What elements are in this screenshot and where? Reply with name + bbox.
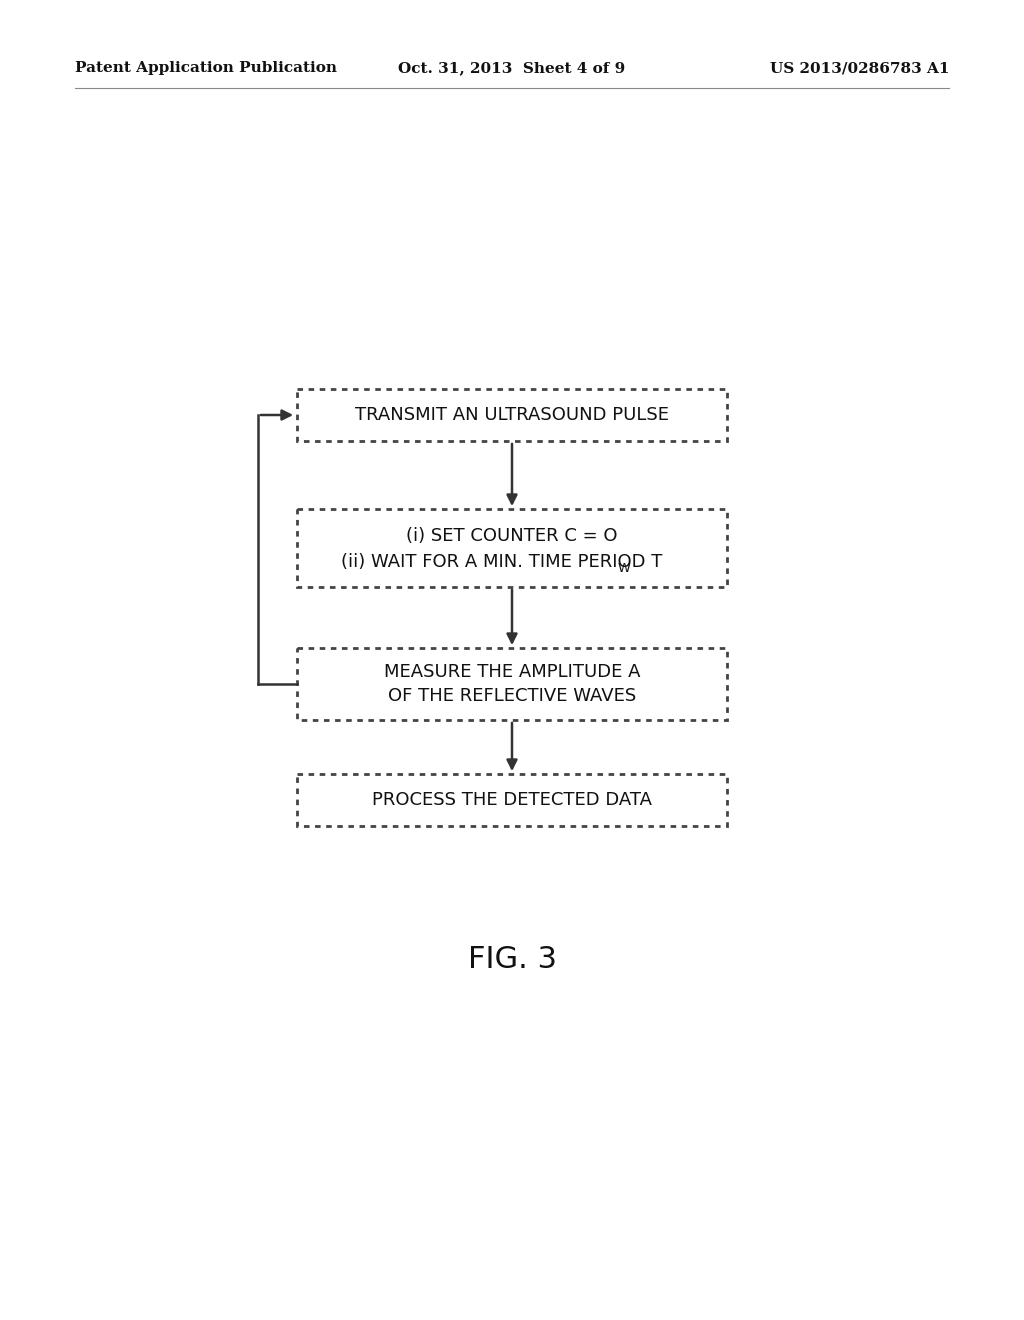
Bar	[297, 774, 727, 826]
Text: OF THE REFLECTIVE WAVES: OF THE REFLECTIVE WAVES	[388, 686, 636, 705]
Text: Oct. 31, 2013  Sheet 4 of 9: Oct. 31, 2013 Sheet 4 of 9	[398, 61, 626, 75]
Text: FIG. 3: FIG. 3	[468, 945, 556, 974]
Text: MEASURE THE AMPLITUDE A: MEASURE THE AMPLITUDE A	[384, 663, 640, 681]
Text: TRANSMIT AN ULTRASOUND PULSE: TRANSMIT AN ULTRASOUND PULSE	[355, 407, 669, 424]
Bar	[297, 648, 727, 719]
Text: (ii) WAIT FOR A MIN. TIME PERIOD T: (ii) WAIT FOR A MIN. TIME PERIOD T	[341, 553, 663, 572]
Text: US 2013/0286783 A1: US 2013/0286783 A1	[769, 61, 949, 75]
Bar	[297, 510, 727, 587]
Text: Patent Application Publication: Patent Application Publication	[75, 61, 337, 75]
Text: W: W	[618, 561, 631, 574]
Text: PROCESS THE DETECTED DATA: PROCESS THE DETECTED DATA	[372, 791, 652, 809]
Bar	[297, 389, 727, 441]
Text: (i) SET COUNTER C = O: (i) SET COUNTER C = O	[407, 527, 617, 545]
